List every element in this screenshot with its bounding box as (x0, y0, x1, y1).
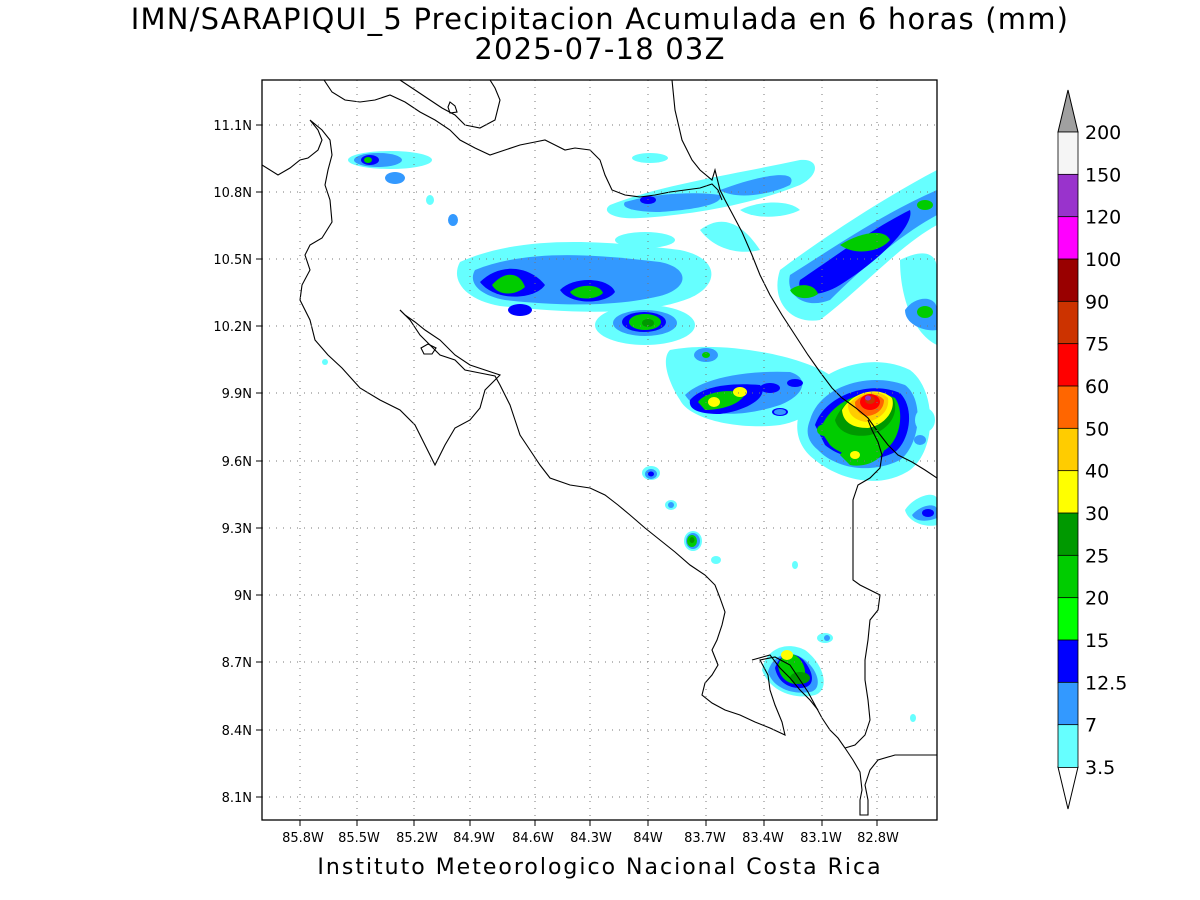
latitude-labels: 11.1N 10.8N 10.5N 10.2N 9.9N 9.6N 9.3N 9… (213, 119, 252, 806)
colorbar-label: 40 (1085, 461, 1109, 483)
nicaragua-border (323, 80, 723, 201)
colorbar-swatch (1057, 554, 1079, 599)
lon-label: 83.4W (742, 831, 784, 846)
lat-label: 10.2N (213, 320, 252, 335)
lat-label: 9.9N (222, 387, 252, 402)
lat-label: 9.3N (222, 522, 252, 537)
colorbar-under-triangle (1057, 766, 1079, 810)
longitude-labels: 85.8W 85.5W 85.2W 84.9W 84.6W 84.3W 84W … (282, 831, 899, 846)
colorbar-swatch (1057, 385, 1079, 430)
colorbar-swatch (1057, 300, 1079, 345)
lon-label: 85.2W (396, 831, 438, 846)
lon-label: 84.9W (453, 831, 495, 846)
island-small (447, 101, 458, 114)
lat-label: 11.1N (213, 119, 252, 134)
colorbar-label: 200 (1085, 122, 1121, 144)
precip-cell-nw (348, 151, 432, 184)
caribbean-coast (671, 80, 937, 479)
map-frame (261, 79, 938, 821)
lon-label: 82.8W (857, 831, 899, 846)
colorbar-label: 12.5 (1085, 672, 1127, 694)
colorbar-swatch (1057, 173, 1079, 218)
colorbar-label: 75 (1085, 334, 1109, 356)
lat-label: 10.8N (213, 186, 252, 201)
lat-label: 8.7N (222, 656, 252, 671)
colorbar-swatches (1057, 131, 1079, 768)
lon-label: 84.3W (570, 831, 612, 846)
colorbar-swatch (1057, 470, 1079, 514)
lon-label: 84W (633, 831, 663, 846)
colorbar-label: 50 (1085, 418, 1109, 440)
precip-cells-scattered (322, 195, 916, 722)
colorbar-label: 120 (1085, 207, 1121, 229)
footer-credit: Instituto Meteorologico Nacional Costa R… (317, 855, 883, 880)
colorbar-label: 90 (1085, 291, 1109, 313)
map-subtitle-datetime: 2025-07-18 03Z (474, 32, 726, 66)
colorbar-over-triangle (1057, 89, 1079, 133)
gridlines (262, 80, 937, 820)
precip-band-north (456, 153, 712, 316)
precip-band-central (665, 346, 832, 427)
colorbar-label: 25 (1085, 545, 1109, 567)
panama-border (844, 419, 883, 749)
island-lake (420, 343, 437, 355)
lat-label: 8.4N (222, 724, 252, 739)
colorbar-swatch (1057, 216, 1079, 260)
colorbar-labels: 200 150 120 100 90 75 60 50 40 30 25 20 15 12.5 7 3.5 (1085, 122, 1127, 779)
colorbar-swatch (1057, 131, 1079, 176)
colorbar-label: 60 (1085, 376, 1109, 398)
lon-label: 84.6W (512, 831, 554, 846)
lon-label: 85.5W (338, 831, 380, 846)
tick-marks (256, 124, 878, 826)
colorbar-swatch (1057, 258, 1079, 303)
precip-band-northeast (606, 159, 815, 252)
lat-label: 8.1N (222, 791, 252, 806)
precip-cell-84w (595, 305, 695, 345)
caribbean-coast-north (399, 80, 501, 129)
nicoya-gulf-coast (399, 309, 937, 816)
colorbar-label: 3.5 (1085, 757, 1115, 779)
colorbar-label: 150 (1085, 164, 1121, 186)
lat-label: 9N (234, 589, 252, 604)
colorbar-swatch (1057, 681, 1079, 726)
map-title: IMN/SARAPIQUI_5 Precipitacion Acumulada … (130, 2, 1070, 36)
colorbar-swatch (1057, 724, 1079, 768)
colorbar-swatch (1057, 343, 1079, 387)
colorbar-legend: 200 150 120 100 90 75 60 50 40 30 25 20 15 12.5 7 3.5 (1057, 89, 1127, 810)
lon-label: 83.1W (800, 831, 842, 846)
precipitation-field (322, 151, 937, 722)
coastlines-borders (262, 80, 937, 816)
colorbar-swatch (1057, 597, 1079, 641)
colorbar-label: 15 (1085, 630, 1109, 652)
colorbar-label: 20 (1085, 588, 1109, 610)
colorbar-swatch (1057, 512, 1079, 557)
colorbar-label: 7 (1085, 715, 1097, 737)
lon-label: 85.8W (282, 831, 324, 846)
pacific-coastline-north (262, 119, 502, 467)
lat-label: 9.6N (222, 455, 252, 470)
colorbar-label: 100 (1085, 249, 1121, 271)
lat-label: 10.5N (213, 253, 252, 268)
precip-band-east (777, 170, 937, 345)
lon-label: 83.7W (684, 831, 726, 846)
colorbar-swatch (1057, 639, 1079, 684)
osa-peninsula (751, 654, 819, 711)
colorbar-label: 30 (1085, 503, 1109, 525)
colorbar-swatch (1057, 427, 1079, 472)
